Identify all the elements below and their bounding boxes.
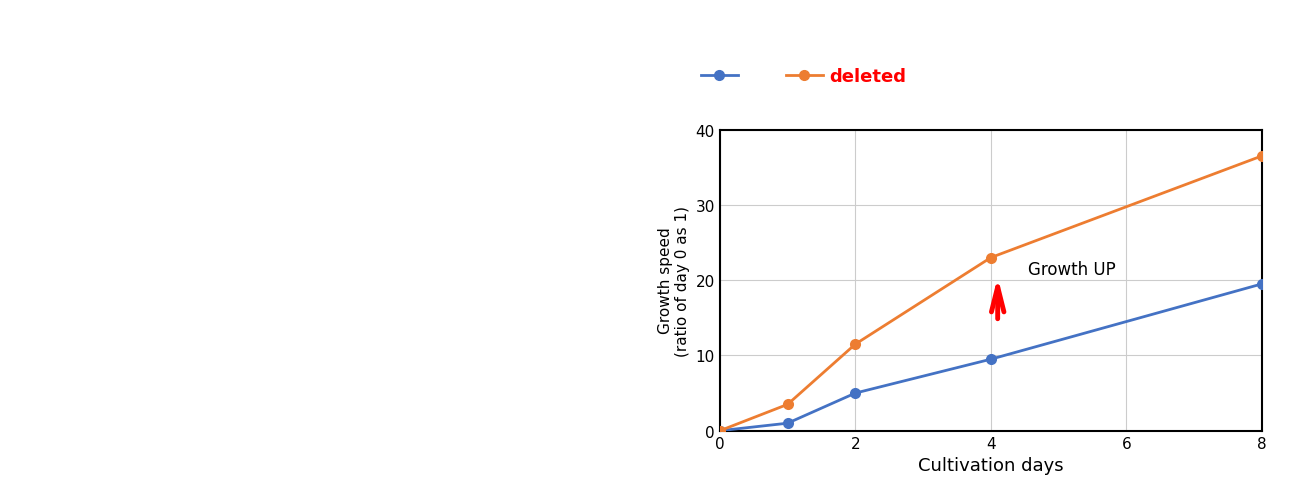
- Text: Growth UP: Growth UP: [1029, 261, 1115, 278]
- Y-axis label: Growth speed
(ratio of day 0 as 1): Growth speed (ratio of day 0 as 1): [658, 205, 690, 356]
- Legend: , deleted: , deleted: [702, 68, 907, 86]
- X-axis label: Cultivation days: Cultivation days: [918, 456, 1064, 474]
